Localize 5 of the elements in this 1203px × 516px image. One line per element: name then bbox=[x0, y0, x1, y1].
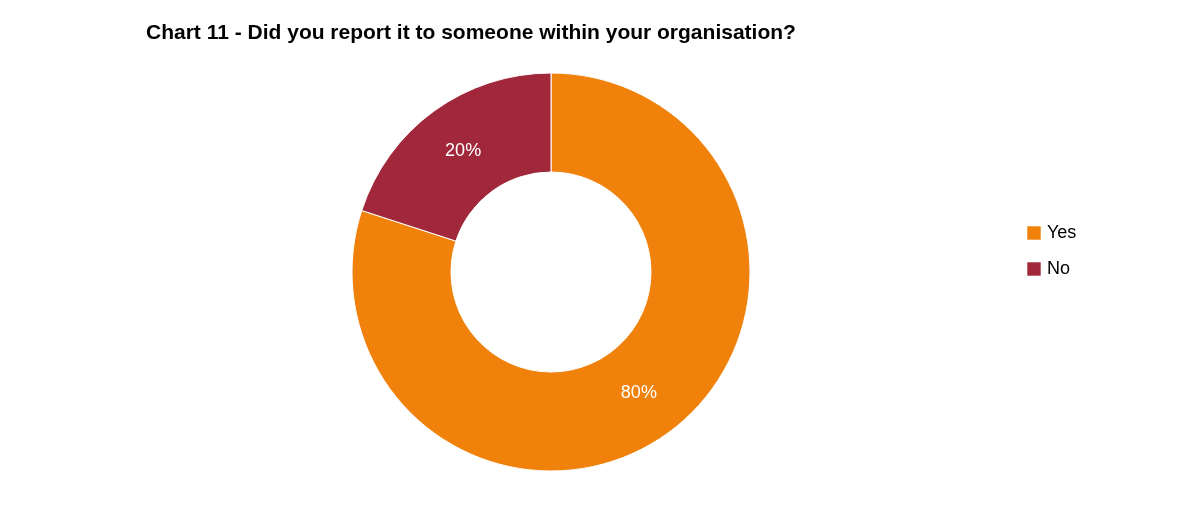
data-label: 20% bbox=[445, 140, 482, 161]
data-label: 80% bbox=[620, 381, 657, 402]
chart-title: Chart 11 - Did you report it to someone within your organisation? bbox=[146, 20, 796, 43]
legend-label: Yes bbox=[1047, 222, 1077, 242]
legend-label: No bbox=[1047, 258, 1071, 278]
